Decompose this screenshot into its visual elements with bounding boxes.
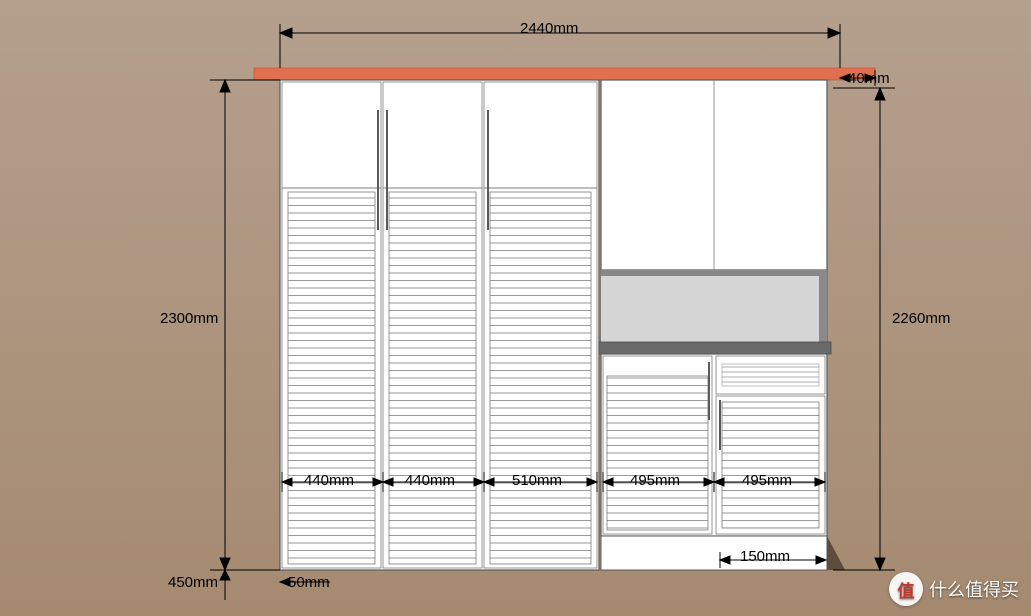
dim-panel-1: 440mm	[304, 472, 354, 489]
dim-right-height: 2260mm	[892, 310, 950, 327]
dim-50: 50mm	[288, 574, 330, 591]
left-tall-section	[280, 80, 599, 570]
dim-panel-4: 495mm	[630, 472, 680, 489]
dim-150: 150mm	[740, 548, 790, 565]
watermark-badge: 值	[889, 572, 923, 606]
watermark-text: 什么值得买	[929, 576, 1019, 602]
right-section	[599, 80, 845, 570]
drawing-canvas: 2440mm 40mm 2300mm 2260mm 450mm 50mm 150…	[0, 0, 1031, 616]
watermark: 值 什么值得买	[889, 572, 1019, 606]
dim-top-gap: 40mm	[848, 70, 890, 87]
dim-panel-3: 510mm	[512, 472, 562, 489]
dim-450: 450mm	[168, 574, 218, 591]
dim-panel-2: 440mm	[405, 472, 455, 489]
dim-left-height: 2300mm	[160, 310, 218, 327]
top-trim	[254, 68, 875, 80]
cabinet-drawing	[0, 0, 1031, 616]
dim-panel-5: 495mm	[742, 472, 792, 489]
dim-top-width: 2440mm	[520, 20, 578, 37]
